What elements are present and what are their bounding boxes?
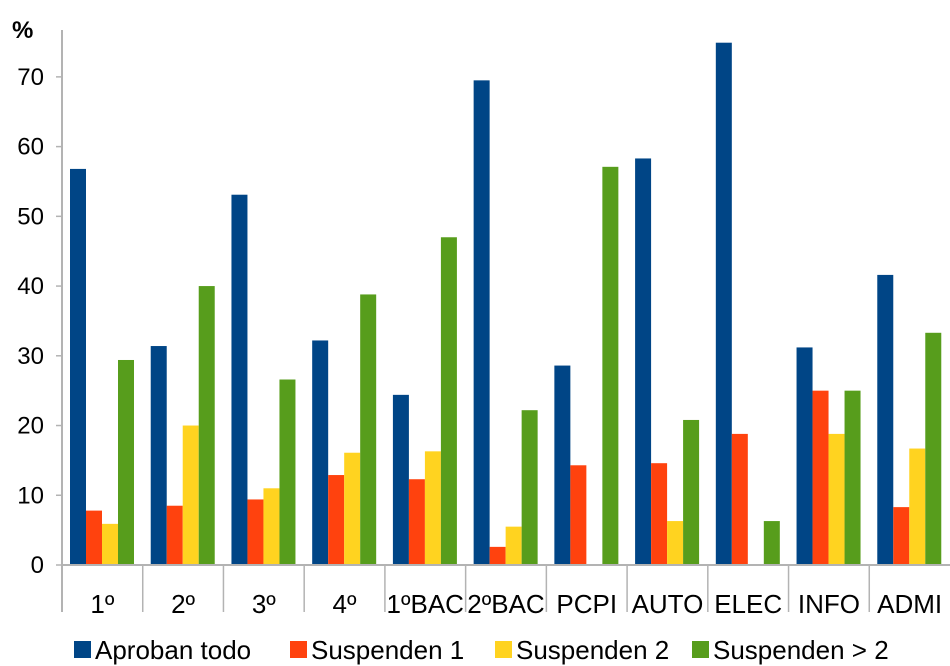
bar (86, 510, 102, 565)
bar (796, 347, 813, 565)
bar (182, 425, 199, 565)
y-tick-label: 10 (17, 482, 44, 509)
bar (70, 168, 86, 565)
x-tick-label: 1º (90, 589, 114, 619)
x-tick-label: 2º (171, 589, 195, 619)
bar (312, 340, 329, 565)
y-tick-label: 70 (17, 64, 44, 91)
legend-swatch (692, 641, 709, 658)
bar (893, 507, 910, 565)
legend-label: Suspenden > 2 (713, 635, 889, 665)
bar (683, 419, 700, 565)
bar (279, 379, 296, 565)
y-tick-label: 0 (31, 552, 44, 579)
y-tick-label: 20 (17, 413, 44, 440)
bar (715, 42, 732, 566)
x-tick-label: 2ºBAC (467, 589, 544, 619)
bar (763, 521, 780, 565)
legend: Aproban todo Suspenden 1 Suspenden 2 Suspen… (74, 635, 889, 665)
bar (440, 237, 457, 565)
x-axis-labels: 1º 2º 3º 4º 1ºBAC 2ºBAC PCPI AUTO ELEC INFO ADMI (90, 589, 942, 619)
x-tick-label: PCPI (556, 589, 617, 619)
legend-label: Suspenden 1 (311, 635, 464, 665)
bar (505, 526, 522, 565)
bar (489, 546, 506, 565)
bar (844, 390, 861, 565)
bar (521, 410, 538, 565)
legend-swatch (290, 641, 307, 658)
x-tick-label: 3º (252, 589, 276, 619)
bar (198, 286, 215, 565)
bar (635, 158, 652, 566)
axes (61, 30, 950, 612)
bar (602, 166, 619, 565)
bar (231, 194, 248, 565)
x-tick-label: 1ºBAC (387, 589, 464, 619)
bar (408, 479, 425, 565)
bar (328, 475, 345, 565)
bars-group (70, 42, 942, 566)
bar (118, 359, 134, 565)
y-axis-ticks: 0 10 20 30 40 50 60 70 (17, 64, 62, 579)
bar (731, 433, 748, 565)
bar (909, 448, 926, 565)
bar (570, 465, 587, 565)
bar (392, 394, 409, 565)
bar (263, 488, 280, 565)
y-tick-label: 60 (17, 134, 44, 161)
x-tick-label: 4º (333, 589, 357, 619)
legend-swatch (74, 641, 91, 658)
bar (877, 274, 894, 565)
bar (150, 346, 167, 565)
y-axis-unit-label: % (12, 17, 33, 44)
bar (102, 523, 118, 565)
y-tick-label: 40 (17, 273, 44, 300)
bar (828, 433, 845, 565)
bar (925, 332, 942, 565)
bar (424, 451, 441, 565)
bar (166, 505, 183, 565)
bar (667, 521, 684, 565)
legend-swatch (495, 641, 512, 658)
bar (651, 463, 668, 565)
y-tick-label: 50 (17, 203, 44, 230)
legend-label: Suspenden 2 (516, 635, 669, 665)
bar (473, 80, 490, 565)
y-tick-label: 30 (17, 343, 44, 370)
x-tick-label: AUTO (632, 589, 704, 619)
x-tick-label: ELEC (714, 589, 782, 619)
x-tick-label: ADMI (877, 589, 942, 619)
bar (812, 390, 829, 565)
bar (344, 452, 361, 565)
x-tick-label: INFO (798, 589, 860, 619)
bar (247, 499, 264, 565)
legend-label: Aproban todo (95, 635, 251, 665)
bar (554, 365, 571, 565)
bar (360, 294, 377, 565)
